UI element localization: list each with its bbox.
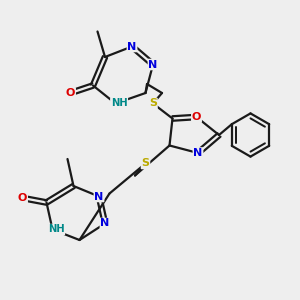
Text: O: O xyxy=(18,193,27,203)
Text: N: N xyxy=(100,218,109,229)
Text: N: N xyxy=(194,148,202,158)
Text: O: O xyxy=(192,112,201,122)
Text: NH: NH xyxy=(111,98,128,109)
Text: N: N xyxy=(94,191,103,202)
Text: S: S xyxy=(142,158,149,169)
Text: S: S xyxy=(149,98,157,109)
Text: O: O xyxy=(66,88,75,98)
Text: N: N xyxy=(148,59,158,70)
Text: NH: NH xyxy=(48,224,64,235)
Text: N: N xyxy=(128,41,136,52)
